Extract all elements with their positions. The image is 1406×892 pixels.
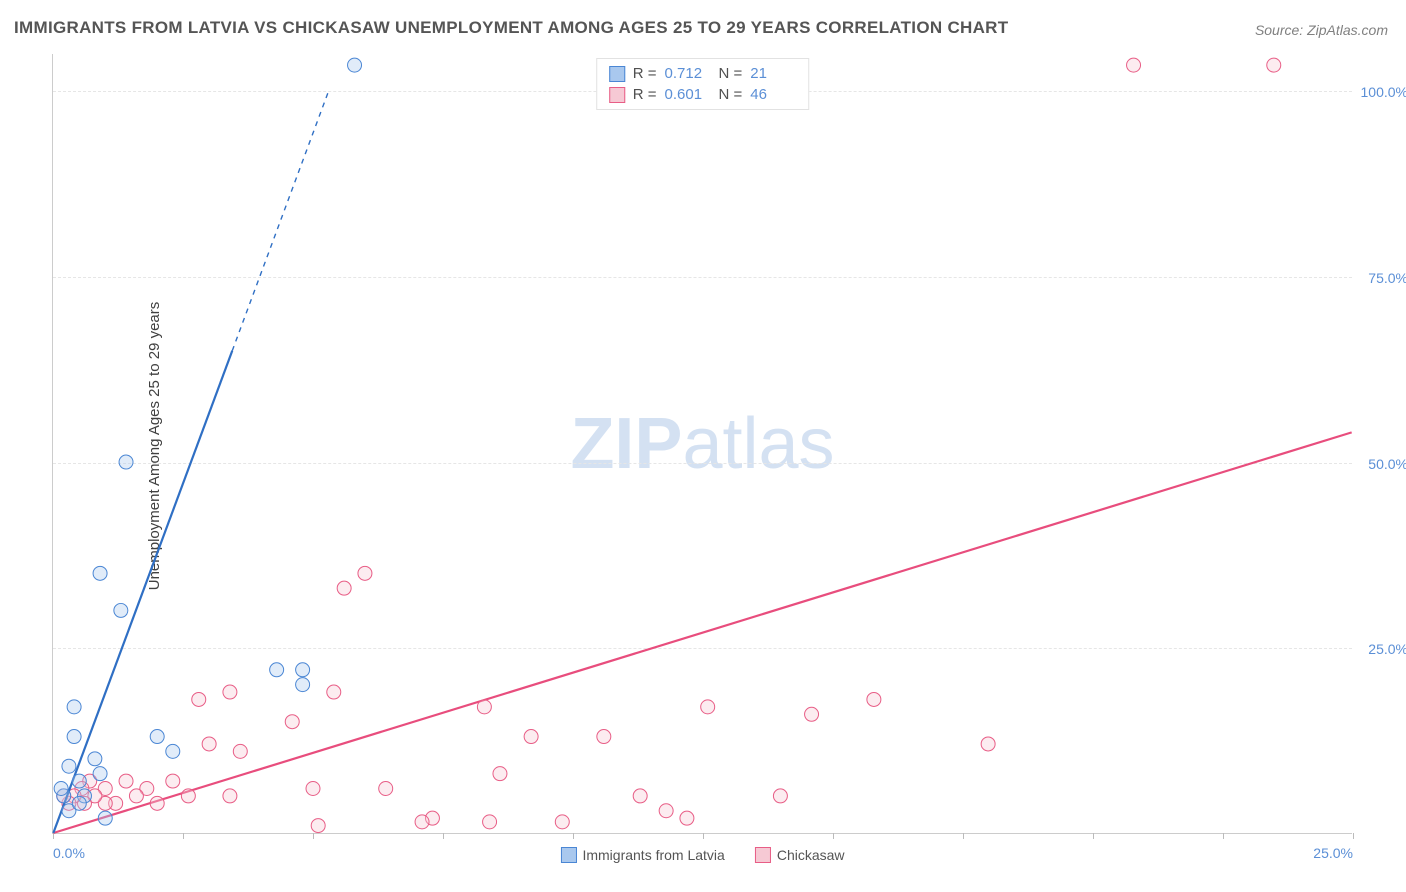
legend-row-pink: R = 0.601 N = 46 xyxy=(609,84,797,105)
r-value-blue: 0.712 xyxy=(665,65,711,82)
legend-label-blue: Immigrants from Latvia xyxy=(582,847,724,863)
legend-label-pink: Chickasaw xyxy=(777,847,845,863)
r-label: R = xyxy=(633,65,657,82)
data-point xyxy=(192,692,206,706)
data-point xyxy=(223,685,237,699)
data-point xyxy=(67,730,81,744)
data-point xyxy=(659,804,673,818)
swatch-pink xyxy=(609,87,625,103)
data-point xyxy=(597,730,611,744)
x-tick xyxy=(1353,833,1354,839)
source-attribution: Source: ZipAtlas.com xyxy=(1255,22,1388,38)
y-tick-label: 25.0% xyxy=(1368,641,1406,657)
data-point xyxy=(181,789,195,803)
data-point xyxy=(88,752,102,766)
plot-area: ZIPatlas 25.0%50.0%75.0%100.0% 0.0%25.0%… xyxy=(52,54,1352,834)
x-tick xyxy=(1223,833,1224,839)
x-tick xyxy=(443,833,444,839)
scatter-layer xyxy=(53,54,1352,833)
data-point xyxy=(337,581,351,595)
swatch-pink xyxy=(755,847,771,863)
data-point xyxy=(680,811,694,825)
data-point xyxy=(98,811,112,825)
x-tick xyxy=(573,833,574,839)
r-value-pink: 0.601 xyxy=(665,86,711,103)
data-point xyxy=(150,796,164,810)
data-point xyxy=(62,759,76,773)
data-point xyxy=(358,566,372,580)
data-point xyxy=(72,774,86,788)
data-point xyxy=(270,663,284,677)
n-label: N = xyxy=(719,65,743,82)
n-label: N = xyxy=(719,86,743,103)
data-point xyxy=(233,744,247,758)
data-point xyxy=(805,707,819,721)
r-label: R = xyxy=(633,86,657,103)
data-point xyxy=(493,767,507,781)
data-point xyxy=(379,781,393,795)
data-point xyxy=(285,715,299,729)
x-tick xyxy=(963,833,964,839)
series-legend: Immigrants from Latvia Chickasaw xyxy=(560,847,844,863)
y-tick-label: 75.0% xyxy=(1368,270,1406,286)
data-point xyxy=(483,815,497,829)
data-point xyxy=(93,566,107,580)
legend-item-blue: Immigrants from Latvia xyxy=(560,847,724,863)
n-value-blue: 21 xyxy=(750,65,796,82)
data-point xyxy=(348,58,362,72)
data-point xyxy=(296,663,310,677)
data-point xyxy=(633,789,647,803)
data-point xyxy=(1127,58,1141,72)
correlation-legend: R = 0.712 N = 21 R = 0.601 N = 46 xyxy=(596,58,810,110)
data-point xyxy=(701,700,715,714)
legend-item-pink: Chickasaw xyxy=(755,847,845,863)
swatch-blue xyxy=(560,847,576,863)
data-point xyxy=(129,789,143,803)
legend-row-blue: R = 0.712 N = 21 xyxy=(609,63,797,84)
data-point xyxy=(477,700,491,714)
data-point xyxy=(311,819,325,833)
swatch-blue xyxy=(609,66,625,82)
data-point xyxy=(166,744,180,758)
data-point xyxy=(524,730,538,744)
data-point xyxy=(306,781,320,795)
data-point xyxy=(119,774,133,788)
data-point xyxy=(555,815,569,829)
x-tick-label: 0.0% xyxy=(53,845,85,861)
x-tick xyxy=(183,833,184,839)
data-point xyxy=(867,692,881,706)
y-tick-label: 100.0% xyxy=(1361,84,1406,100)
data-point xyxy=(150,730,164,744)
x-tick-label: 25.0% xyxy=(1313,845,1353,861)
data-point xyxy=(296,678,310,692)
data-point xyxy=(93,767,107,781)
x-tick xyxy=(313,833,314,839)
data-point xyxy=(773,789,787,803)
data-point xyxy=(1267,58,1281,72)
data-point xyxy=(981,737,995,751)
n-value-pink: 46 xyxy=(750,86,796,103)
data-point xyxy=(119,455,133,469)
data-point xyxy=(72,796,86,810)
data-point xyxy=(67,700,81,714)
y-tick-label: 50.0% xyxy=(1368,456,1406,472)
x-tick xyxy=(1093,833,1094,839)
x-tick xyxy=(833,833,834,839)
data-point xyxy=(327,685,341,699)
data-point xyxy=(202,737,216,751)
chart-title: IMMIGRANTS FROM LATVIA VS CHICKASAW UNEM… xyxy=(14,18,1008,38)
data-point xyxy=(415,815,429,829)
data-point xyxy=(114,603,128,617)
x-tick xyxy=(703,833,704,839)
data-point xyxy=(54,781,68,795)
data-point xyxy=(166,774,180,788)
data-point xyxy=(223,789,237,803)
